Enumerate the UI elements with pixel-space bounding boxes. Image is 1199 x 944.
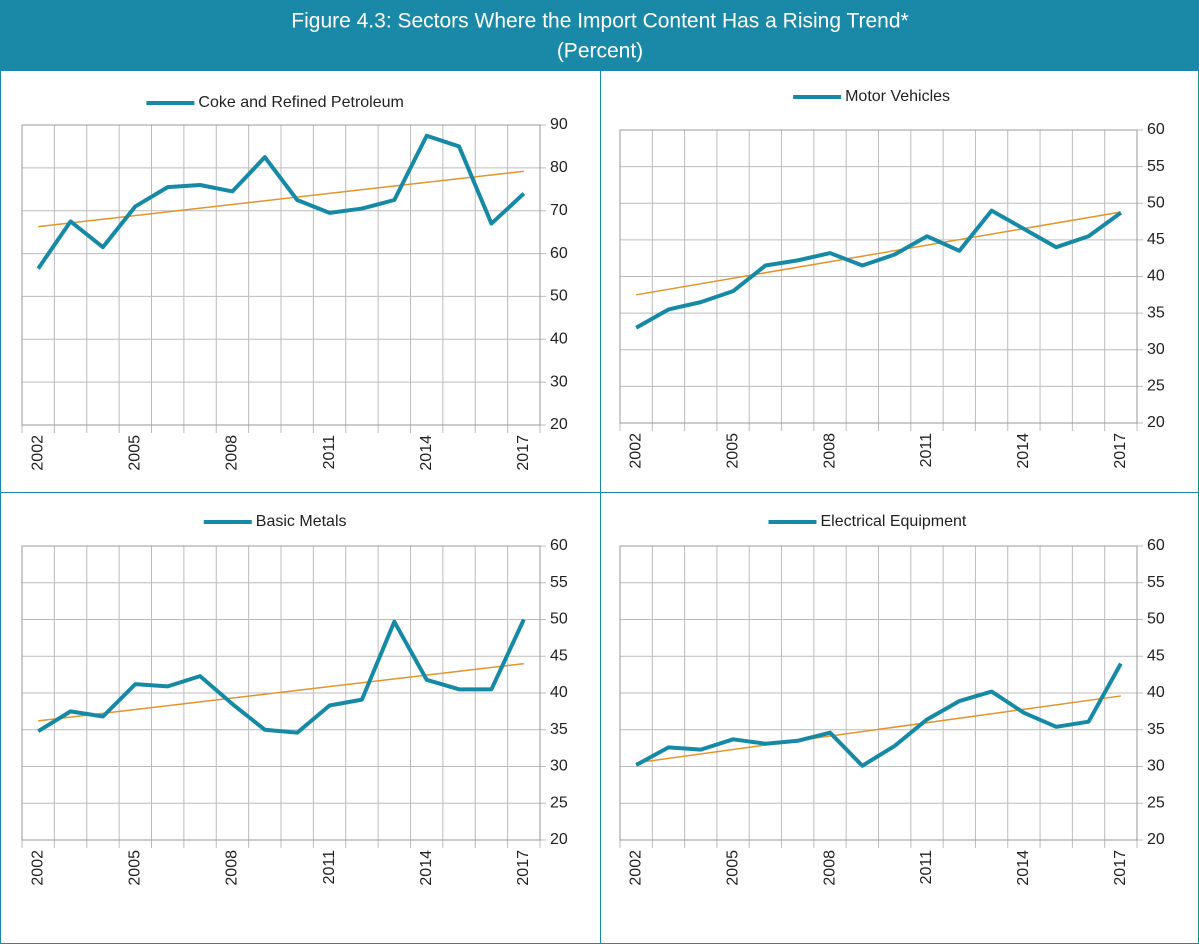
series-line xyxy=(635,208,1123,330)
x-tick-label: 2011 xyxy=(321,435,338,470)
x-tick-label: 2014 xyxy=(418,850,435,886)
series-line xyxy=(635,662,1123,768)
x-tick-label: 2017 xyxy=(1112,850,1129,886)
header-band xyxy=(0,0,1199,70)
legend-label: Electrical Equipment xyxy=(821,513,967,530)
x-tick-label: 2008 xyxy=(224,435,241,471)
x-tick-label: 2011 xyxy=(918,850,935,885)
y-tick-label: 40 xyxy=(1147,684,1165,701)
y-tick-label: 60 xyxy=(550,245,568,262)
x-tick-label: 2002 xyxy=(627,850,644,886)
x-tick-label: 2005 xyxy=(724,433,741,469)
y-tick-label: 80 xyxy=(550,159,568,176)
panel-border xyxy=(0,492,601,944)
x-tick-label: 2014 xyxy=(1015,850,1032,886)
y-tick-label: 60 xyxy=(550,537,568,554)
y-tick-label: 20 xyxy=(550,831,568,848)
y-tick-label: 30 xyxy=(1147,758,1165,775)
y-tick-label: 45 xyxy=(1147,231,1165,248)
y-tick-label: 30 xyxy=(550,758,568,775)
panel-border xyxy=(600,70,1199,493)
x-tick-label: 2011 xyxy=(918,433,935,468)
plot-border xyxy=(21,124,541,426)
x-tick-label: 2017 xyxy=(515,850,532,886)
y-tick-label: 35 xyxy=(1147,304,1165,321)
y-tick-label: 70 xyxy=(550,202,568,219)
trend-line xyxy=(38,170,524,228)
plot-border xyxy=(619,129,1138,424)
y-tick-label: 90 xyxy=(550,116,568,133)
legend-label: Basic Metals xyxy=(256,513,347,530)
y-tick-label: 40 xyxy=(1147,268,1165,285)
trend-line xyxy=(38,662,524,722)
x-tick-label: 2008 xyxy=(224,850,241,886)
x-tick-label: 2005 xyxy=(127,850,144,886)
plot-border xyxy=(21,545,541,841)
figure-subtitle: (Percent) xyxy=(557,40,643,63)
x-tick-label: 2014 xyxy=(418,435,435,471)
y-tick-label: 25 xyxy=(1147,378,1165,395)
x-tick-label: 2002 xyxy=(29,435,46,471)
y-tick-label: 55 xyxy=(1147,574,1165,591)
y-tick-label: 40 xyxy=(550,331,568,348)
y-tick-label: 50 xyxy=(550,288,568,305)
x-tick-label: 2017 xyxy=(515,435,532,471)
figure-title: Figure 4.3: Sectors Where the Import Con… xyxy=(291,10,908,33)
y-tick-label: 25 xyxy=(1147,794,1165,811)
y-tick-label: 35 xyxy=(550,721,568,738)
panel-border xyxy=(0,70,601,493)
y-tick-label: 30 xyxy=(1147,341,1165,358)
y-tick-label: 50 xyxy=(550,611,568,628)
y-tick-label: 20 xyxy=(1147,414,1165,431)
plot-border xyxy=(619,545,1138,841)
x-tick-label: 2017 xyxy=(1112,433,1129,469)
y-tick-label: 45 xyxy=(550,647,568,664)
x-tick-label: 2008 xyxy=(821,850,838,886)
y-tick-label: 20 xyxy=(1147,831,1165,848)
y-tick-label: 35 xyxy=(1147,721,1165,738)
x-tick-label: 2011 xyxy=(321,850,338,885)
legend-label: Motor Vehicles xyxy=(845,88,950,105)
trend-line xyxy=(636,211,1121,296)
x-tick-label: 2005 xyxy=(127,435,144,471)
y-tick-label: 20 xyxy=(550,416,568,433)
y-tick-label: 25 xyxy=(550,794,568,811)
x-tick-label: 2005 xyxy=(724,850,741,886)
y-tick-label: 30 xyxy=(550,373,568,390)
y-tick-label: 60 xyxy=(1147,121,1165,138)
y-tick-label: 55 xyxy=(550,574,568,591)
y-tick-label: 60 xyxy=(1147,537,1165,554)
y-tick-label: 45 xyxy=(1147,647,1165,664)
y-tick-label: 50 xyxy=(1147,611,1165,628)
y-tick-label: 50 xyxy=(1147,194,1165,211)
y-tick-label: 55 xyxy=(1147,158,1165,175)
x-tick-label: 2008 xyxy=(821,433,838,469)
x-tick-label: 2002 xyxy=(627,433,644,469)
y-tick-label: 40 xyxy=(550,684,568,701)
legend-label: Coke and Refined Petroleum xyxy=(198,94,403,111)
series-line xyxy=(37,618,526,735)
x-tick-label: 2002 xyxy=(29,850,46,886)
x-tick-label: 2014 xyxy=(1015,433,1032,469)
panel-border xyxy=(600,492,1199,944)
trend-line xyxy=(636,695,1121,764)
series-line xyxy=(36,133,526,270)
